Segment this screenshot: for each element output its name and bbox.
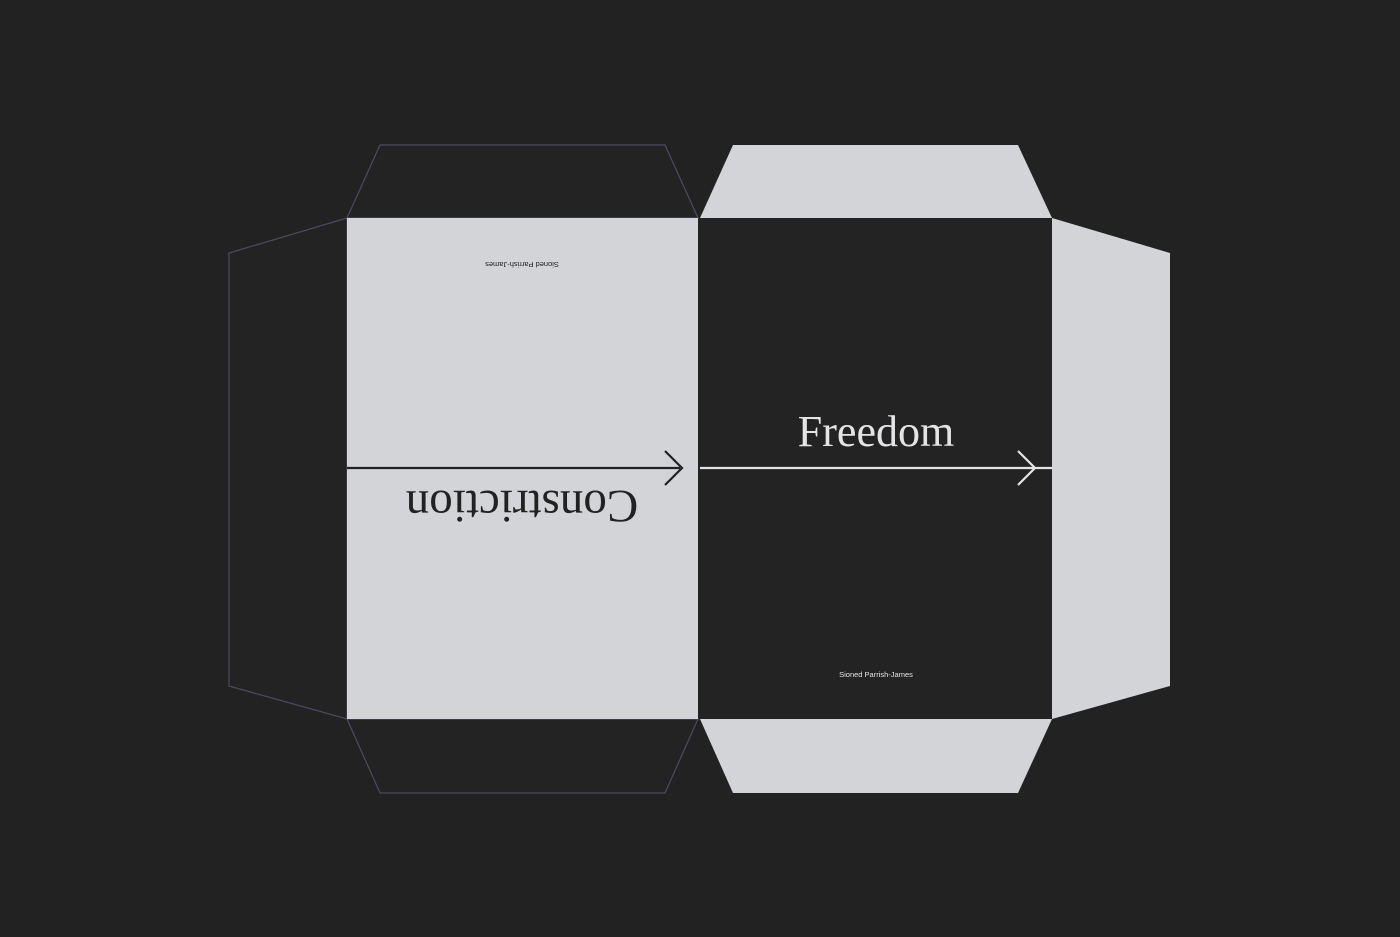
right-top-flap (700, 145, 1052, 218)
left-top-flap (346, 144, 699, 219)
right-cover-author: Sioned Parrish-James (839, 670, 913, 679)
left-arrow-icon (347, 450, 684, 486)
right-arrow-icon (700, 450, 1052, 486)
left-side-flap (228, 217, 348, 720)
right-cover-title: Freedom (798, 407, 954, 456)
right-bottom-flap (700, 719, 1052, 793)
right-side-flap (1052, 218, 1170, 719)
left-cover-title: Constriction (406, 480, 638, 532)
left-bottom-flap (346, 718, 699, 794)
left-cover-author: Sioned Parrish-James (485, 260, 559, 269)
